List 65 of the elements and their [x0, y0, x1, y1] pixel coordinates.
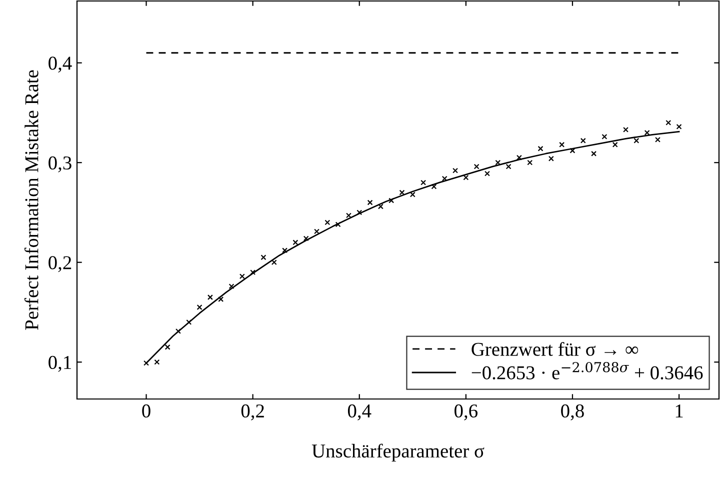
point — [644, 130, 650, 136]
point — [164, 344, 170, 350]
point — [207, 294, 213, 300]
point — [527, 160, 533, 166]
point — [516, 154, 522, 160]
y-axis-title: Perfect Information Mistake Rate — [24, 70, 38, 330]
point — [463, 174, 469, 180]
point — [324, 220, 330, 226]
point — [175, 328, 181, 334]
point — [666, 120, 672, 126]
point — [303, 236, 309, 242]
point — [378, 204, 384, 210]
point — [634, 138, 640, 144]
point — [420, 180, 426, 186]
point — [623, 126, 629, 132]
point — [612, 142, 618, 148]
x-tick-label: 0,6 — [454, 404, 478, 420]
point — [367, 200, 373, 206]
point — [260, 254, 266, 260]
point — [239, 274, 245, 280]
point — [654, 136, 660, 142]
point — [335, 222, 341, 228]
point — [346, 212, 352, 218]
x-tick-label: 0,2 — [241, 404, 264, 420]
x-axis-title: Unschärfeparameter σ — [312, 444, 484, 462]
point — [282, 248, 288, 254]
legend-label: Grenzwert für σ → ∞ — [472, 342, 638, 356]
point — [506, 164, 512, 170]
point — [388, 198, 394, 204]
point — [431, 184, 437, 190]
point — [580, 138, 586, 144]
point — [442, 176, 448, 182]
x-tick-label: 0 — [142, 404, 150, 418]
point — [474, 164, 480, 170]
point — [314, 228, 320, 234]
point — [154, 359, 160, 365]
point — [250, 270, 256, 276]
y-tick-label: 0,3 — [48, 156, 72, 172]
point — [559, 142, 565, 148]
x-tick-label: 1 — [676, 404, 683, 418]
point — [484, 170, 490, 176]
point — [676, 124, 682, 130]
legend-label: −0.2653 · e$^{−2.0788σ}$ + 0.3646 — [472, 362, 703, 380]
point — [495, 160, 501, 166]
point — [218, 296, 224, 302]
point — [452, 168, 458, 174]
line-series — [146, 130, 680, 364]
point — [410, 192, 416, 198]
point — [356, 210, 362, 216]
y-tick-label: 0,1 — [48, 356, 71, 372]
point — [538, 146, 544, 152]
point — [602, 134, 608, 140]
point — [591, 150, 597, 156]
y-tick-label: 0,2 — [48, 256, 72, 272]
point — [186, 319, 192, 325]
point — [292, 240, 298, 246]
x-tick-label: 0,4 — [348, 404, 372, 420]
point — [228, 284, 234, 290]
y-tick-label: 0,4 — [48, 56, 72, 73]
point — [271, 260, 277, 266]
point — [548, 156, 554, 162]
x-tick-label: 0,8 — [561, 404, 584, 420]
point — [570, 148, 576, 154]
point — [196, 304, 202, 310]
point — [399, 190, 405, 196]
